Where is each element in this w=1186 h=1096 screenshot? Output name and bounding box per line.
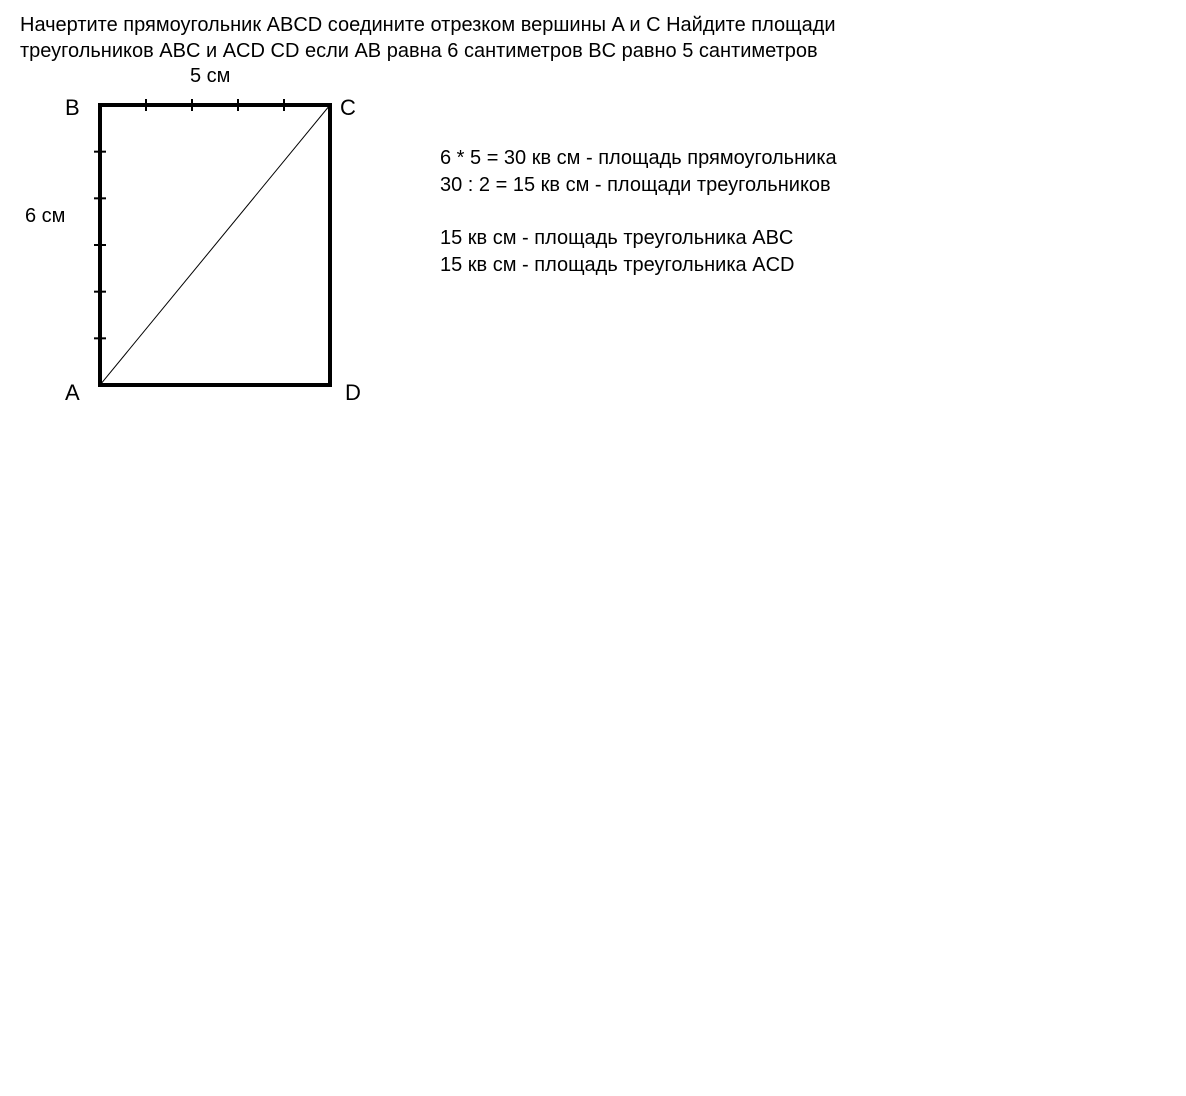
vertex-label-b: B	[65, 95, 80, 121]
vertex-label-d: D	[345, 380, 361, 406]
problem-line-1: Начертите прямоугольник ABCD соедините о…	[20, 14, 836, 36]
geometry-diagram: B C A D 5 см 6 см	[35, 65, 385, 415]
side-label-ab: 6 см	[25, 205, 65, 228]
solution-line-2: 30 : 2 = 15 кв см - площади треугольнико…	[440, 172, 837, 199]
vertex-label-a: A	[65, 380, 80, 406]
solution-line-3: 15 кв см - площадь треугольника ABC	[440, 225, 837, 252]
solution-line-1: 6 * 5 = 30 кв см - площадь прямоугольник…	[440, 145, 837, 172]
solution-text: 6 * 5 = 30 кв см - площадь прямоугольник…	[440, 145, 837, 279]
side-label-bc: 5 см	[190, 65, 230, 88]
solution-line-4: 15 кв см - площадь треугольника ACD	[440, 252, 837, 279]
vertex-label-c: C	[340, 95, 356, 121]
problem-statement: Начертите прямоугольник ABCD соедините о…	[20, 12, 836, 64]
diagonal-ac	[100, 105, 330, 385]
problem-line-2: треугольников ABC и ACD CD если AB равна…	[20, 40, 818, 62]
